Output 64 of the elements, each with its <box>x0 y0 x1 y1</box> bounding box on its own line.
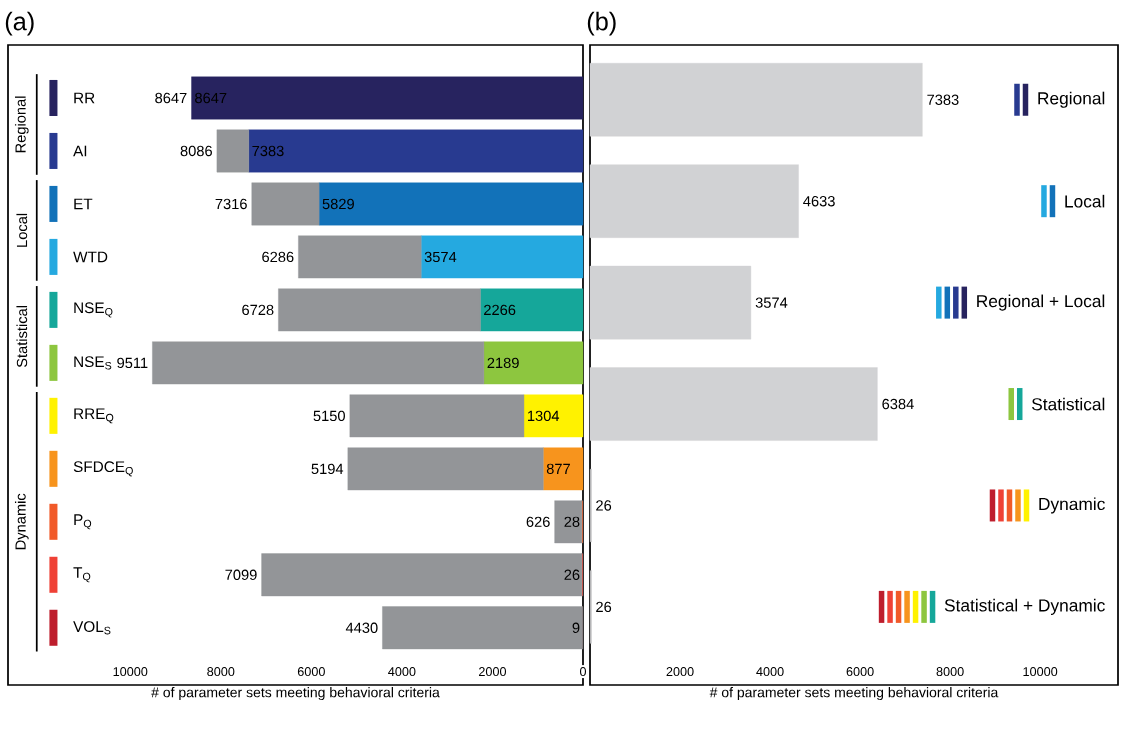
data-label: 2266 <box>484 304 516 316</box>
x-tick-label: 4000 <box>756 667 784 677</box>
total-label: 8647 <box>155 92 187 104</box>
total-label: 4430 <box>345 622 378 633</box>
total-label: 8086 <box>180 145 212 157</box>
annotation: Statistical <box>16 305 28 368</box>
chart-title: (a) <box>5 11 34 36</box>
data-label: 3574 <box>755 297 788 308</box>
total-label: 7099 <box>225 569 257 580</box>
data-label: 1304 <box>528 410 560 422</box>
y-tick-label: WTD <box>73 251 108 263</box>
annotation: Regional <box>14 96 29 153</box>
total-label: 5150 <box>313 410 345 422</box>
x-tick-label: 10000 <box>1023 667 1058 677</box>
total-label: 6286 <box>262 251 294 263</box>
annotation: Local <box>16 213 28 247</box>
data-label: 26 <box>564 569 580 580</box>
x-tick-label: 10000 <box>113 667 148 677</box>
y-tick-label: RR <box>74 92 95 104</box>
y-tick-label: Statistical <box>1031 397 1105 411</box>
y-tick-label: Dynamic <box>1039 497 1105 514</box>
total-label: 626 <box>526 516 550 528</box>
total-label: 5194 <box>311 463 344 475</box>
data-label: 7383 <box>252 145 284 157</box>
total-label: 7316 <box>215 198 247 210</box>
y-tick-label: AI <box>73 145 87 157</box>
x-tick-label: 2000 <box>478 667 507 677</box>
data-label: 5829 <box>322 198 354 210</box>
x-tick-label: 6000 <box>846 667 874 677</box>
y-tick-label: RRE$_{Q}$ <box>74 408 114 424</box>
x-tick-label: 4000 <box>388 667 416 677</box>
y-tick-label: ET <box>74 198 93 210</box>
data-label: 4633 <box>803 196 835 207</box>
x-axis-title: # of parameter sets meeting behavioral criteria <box>151 687 440 701</box>
x-tick-label: 8000 <box>207 667 235 677</box>
data-label: 9 <box>572 622 580 633</box>
data-label: 6384 <box>882 398 914 410</box>
data-label: 877 <box>546 463 570 475</box>
y-tick-label: Statistical + Dynamic <box>944 598 1105 615</box>
data-label: 2189 <box>487 357 519 369</box>
y-tick-label: Local <box>1065 194 1105 208</box>
total-label: 6728 <box>242 304 274 316</box>
chart-title: (b) <box>587 11 616 36</box>
y-tick-label: NSE$_{S}$ <box>74 356 112 370</box>
x-tick-label: 8000 <box>936 667 964 677</box>
y-tick-label: Regional <box>1038 91 1105 108</box>
y-tick-label: SFDCE$_{Q}$ <box>73 461 133 477</box>
data-label: 8647 <box>195 92 227 104</box>
y-tick-label: VOL$_{S}$ <box>73 621 111 635</box>
data-label: 28 <box>564 516 580 528</box>
data-label: 3574 <box>424 251 457 263</box>
y-tick-label: Regional + Local <box>977 294 1105 311</box>
x-axis-title: # of parameter sets meeting behavioral criteria <box>709 687 999 701</box>
total-label: 9511 <box>117 357 148 369</box>
x-tick-label: 0 <box>579 667 587 677</box>
data-label: 26 <box>596 601 612 613</box>
y-tick-label: P$_{Q}$ <box>74 514 92 530</box>
y-tick-label: T$_{Q}$ <box>73 567 91 583</box>
data-label: 26 <box>596 500 612 511</box>
y-tick-label: NSE$_{Q}$ <box>74 302 113 318</box>
x-tick-label: 6000 <box>297 667 325 677</box>
data-label: 7383 <box>927 94 959 105</box>
x-tick-label: 2000 <box>666 667 694 677</box>
annotation: Dynamic <box>14 493 29 550</box>
